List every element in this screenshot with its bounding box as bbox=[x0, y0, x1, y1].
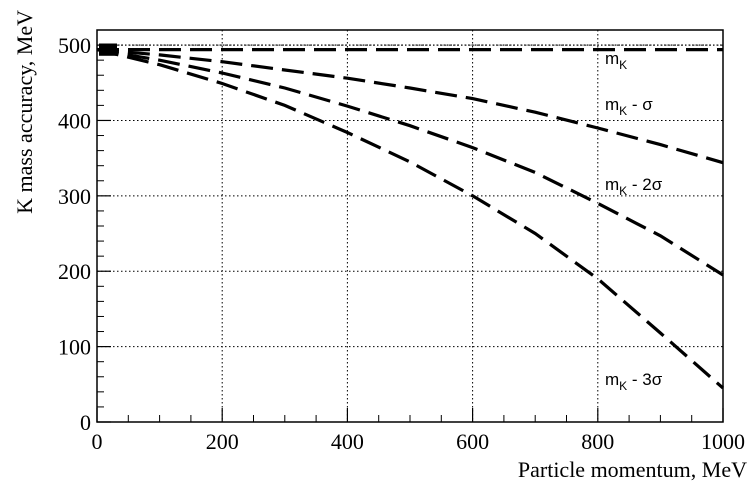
series-label-suffix: - σ bbox=[627, 95, 653, 114]
series-label-suffix: - 3σ bbox=[627, 370, 663, 389]
tick-labels: 0 200 400 600 800 1000 0 100 200 300 400 500 bbox=[58, 33, 745, 454]
plot-frame bbox=[96, 29, 724, 423]
series-label-main: m bbox=[605, 49, 619, 68]
x-tick-label: 1000 bbox=[701, 429, 745, 454]
x-tick-label: 200 bbox=[206, 429, 239, 454]
y-axis-title: K mass accuracy, MeV bbox=[12, 10, 37, 214]
series-label-0: mK bbox=[605, 49, 627, 72]
series-label-main: m bbox=[605, 175, 619, 194]
x-tick-label: 400 bbox=[331, 429, 364, 454]
y-tick-label: 200 bbox=[58, 259, 91, 284]
series-label-subscript: K bbox=[619, 104, 627, 118]
x-tick-label: 600 bbox=[456, 429, 489, 454]
y-tick-label: 300 bbox=[58, 184, 91, 209]
series-line-2 bbox=[96, 48, 724, 277]
series-label-main: m bbox=[605, 370, 619, 389]
series-label-2: mK - 2σ bbox=[605, 175, 663, 198]
y-tick-label: 0 bbox=[80, 410, 91, 435]
y-tick-label: 500 bbox=[58, 33, 91, 58]
series-line-3 bbox=[96, 48, 725, 390]
x-tick-label: 800 bbox=[581, 429, 614, 454]
series-line-1 bbox=[96, 48, 724, 165]
y-tick-label: 400 bbox=[58, 108, 91, 133]
series-label-main: m bbox=[605, 95, 619, 114]
series-label-subscript: K bbox=[619, 58, 627, 72]
series-label-subscript: K bbox=[619, 379, 627, 393]
series-start-marker bbox=[99, 43, 117, 56]
x-axis-title: Particle momentum, MeV bbox=[518, 457, 747, 482]
series-lines bbox=[96, 43, 725, 390]
series-label-suffix: - 2σ bbox=[627, 175, 663, 194]
x-tick-label: 0 bbox=[92, 429, 103, 454]
series-label-subscript: K bbox=[619, 184, 627, 198]
y-tick-label: 100 bbox=[58, 335, 91, 360]
series-label-1: mK - σ bbox=[605, 95, 653, 118]
grid-lines bbox=[97, 30, 723, 422]
series-label-3: mK - 3σ bbox=[605, 370, 663, 393]
